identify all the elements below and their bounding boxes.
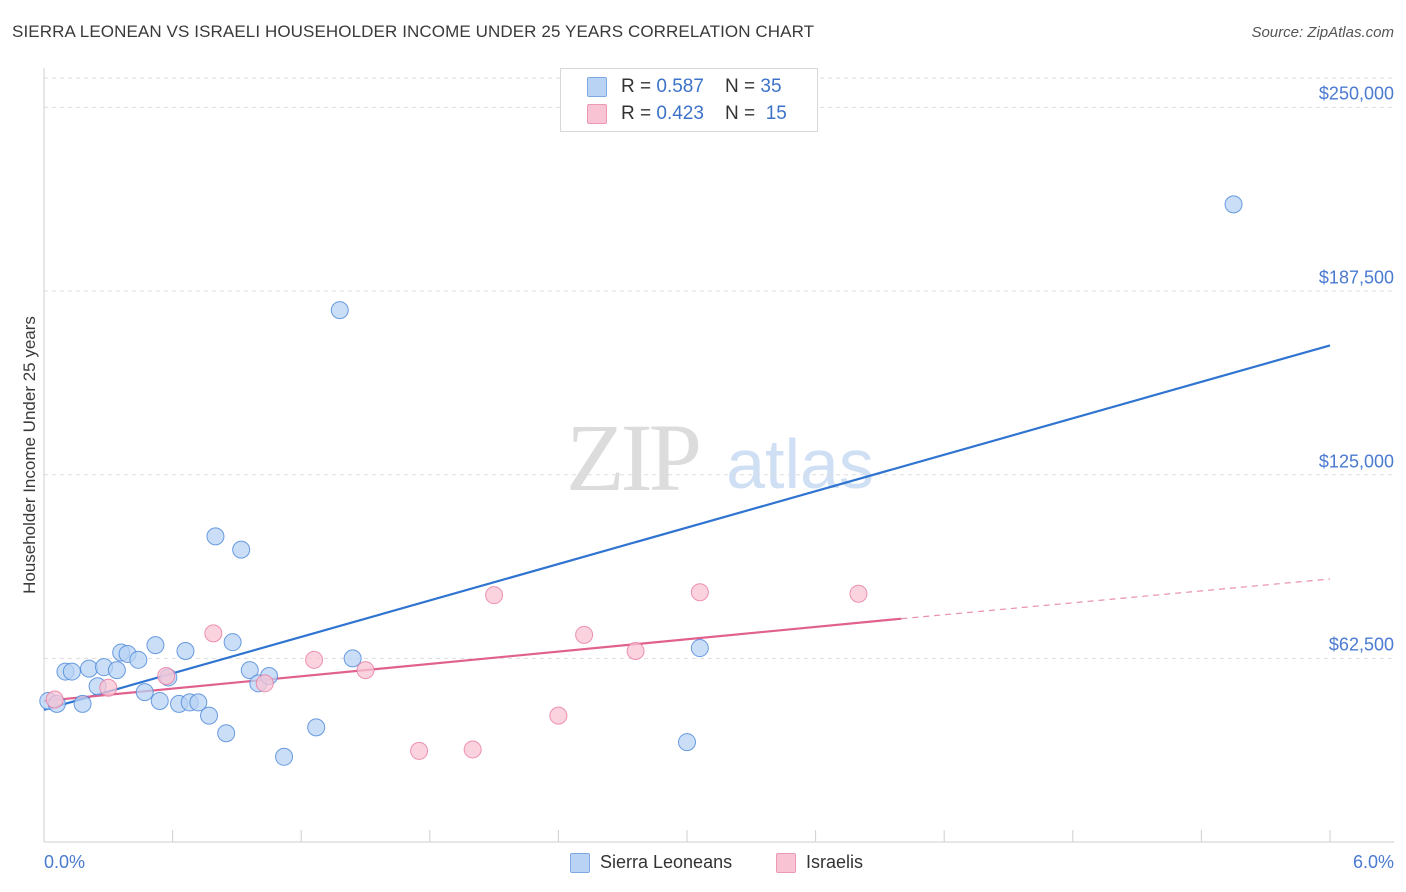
israeli-point	[356, 661, 375, 680]
legend-swatch-blue	[570, 853, 590, 873]
x-tick-max: 6.0%	[1352, 852, 1394, 872]
chart-title: SIERRA LEONEAN VS ISRAELI HOUSEHOLDER IN…	[12, 22, 815, 41]
israeli-point	[45, 690, 64, 709]
grid-lines	[44, 77, 1394, 659]
sierra-leonean-point	[275, 747, 294, 766]
sierra-leonean-point	[107, 661, 126, 680]
legend-row-text: R = 0.587 N = 35	[621, 76, 782, 97]
israeli-point	[410, 741, 429, 760]
legend-swatch-pink	[587, 104, 607, 124]
sierra-leonean-point	[146, 636, 165, 655]
israeli-point	[463, 740, 482, 759]
israeli-point	[690, 583, 709, 602]
series-legend: Sierra Leoneans Israelis	[0, 852, 1406, 876]
sierra-leonean-trend-line	[43, 344, 1331, 711]
israeli-point	[204, 624, 223, 643]
sierra-leonean-point	[189, 693, 208, 712]
israeli-point	[485, 586, 504, 605]
legend-swatch-pink	[776, 853, 796, 873]
legend-row-text: R = 0.423 N = 15	[621, 103, 787, 124]
zipatlas-watermark: ZIP atlas	[566, 404, 874, 511]
sierra-leonean-point	[217, 724, 236, 743]
legend-swatch-blue	[587, 77, 607, 97]
watermark-zip: ZIP	[566, 404, 699, 511]
legend-label: Israelis	[806, 852, 864, 872]
watermark-atlas: atlas	[726, 425, 874, 503]
sierra-leonean-point	[690, 639, 709, 658]
sierra-leonean-point	[73, 694, 92, 713]
source-label: Source: ZipAtlas.com	[1251, 24, 1394, 41]
y-tick-label: $250,000	[1318, 83, 1394, 104]
sierra-leonean-point	[206, 527, 225, 546]
israeli-point	[549, 706, 568, 725]
legend-label: Sierra Leoneans	[600, 852, 733, 872]
sierra-leonean-point	[223, 633, 242, 652]
x-tick-min: 0.0%	[44, 852, 86, 872]
sierra-leonean-point	[343, 649, 362, 668]
y-tick-label: $187,500	[1318, 267, 1394, 288]
sierra-leonean-point	[678, 733, 696, 752]
sierra-leonean-point	[135, 683, 154, 702]
y-tick-label: $125,000	[1318, 451, 1394, 472]
sierra-leonean-point	[176, 642, 195, 660]
sierra-leonean-point	[200, 706, 219, 725]
sierra-leonean-point	[307, 718, 326, 737]
axes	[43, 68, 1394, 843]
israeli-point	[849, 584, 868, 603]
sierra-leonean-point	[80, 659, 99, 678]
israeli-trend-line	[43, 617, 902, 703]
trend-lines	[43, 344, 1331, 711]
sierra-leonean-point	[240, 661, 259, 680]
sierra-leonean-point	[129, 650, 148, 669]
israeli-point	[99, 678, 118, 697]
israeli-point	[255, 674, 274, 693]
sierra-leonean-point	[150, 691, 169, 710]
sierra-leonean-point	[62, 662, 81, 681]
y-tick-label: $62,500	[1328, 634, 1394, 655]
israeli-point	[575, 625, 594, 644]
sierra-leonean-point	[330, 301, 349, 320]
sierra-leonean-point	[232, 540, 251, 559]
israeli-trend-extension	[901, 578, 1331, 620]
sierra-leonean-point	[1224, 195, 1243, 214]
israeli-point	[157, 666, 176, 685]
data-points	[39, 195, 1243, 766]
correlation-legend: R = 0.587 N = 35 R = 0.423 N = 15	[560, 68, 818, 132]
israeli-point	[305, 650, 324, 669]
israeli-point	[626, 642, 645, 660]
